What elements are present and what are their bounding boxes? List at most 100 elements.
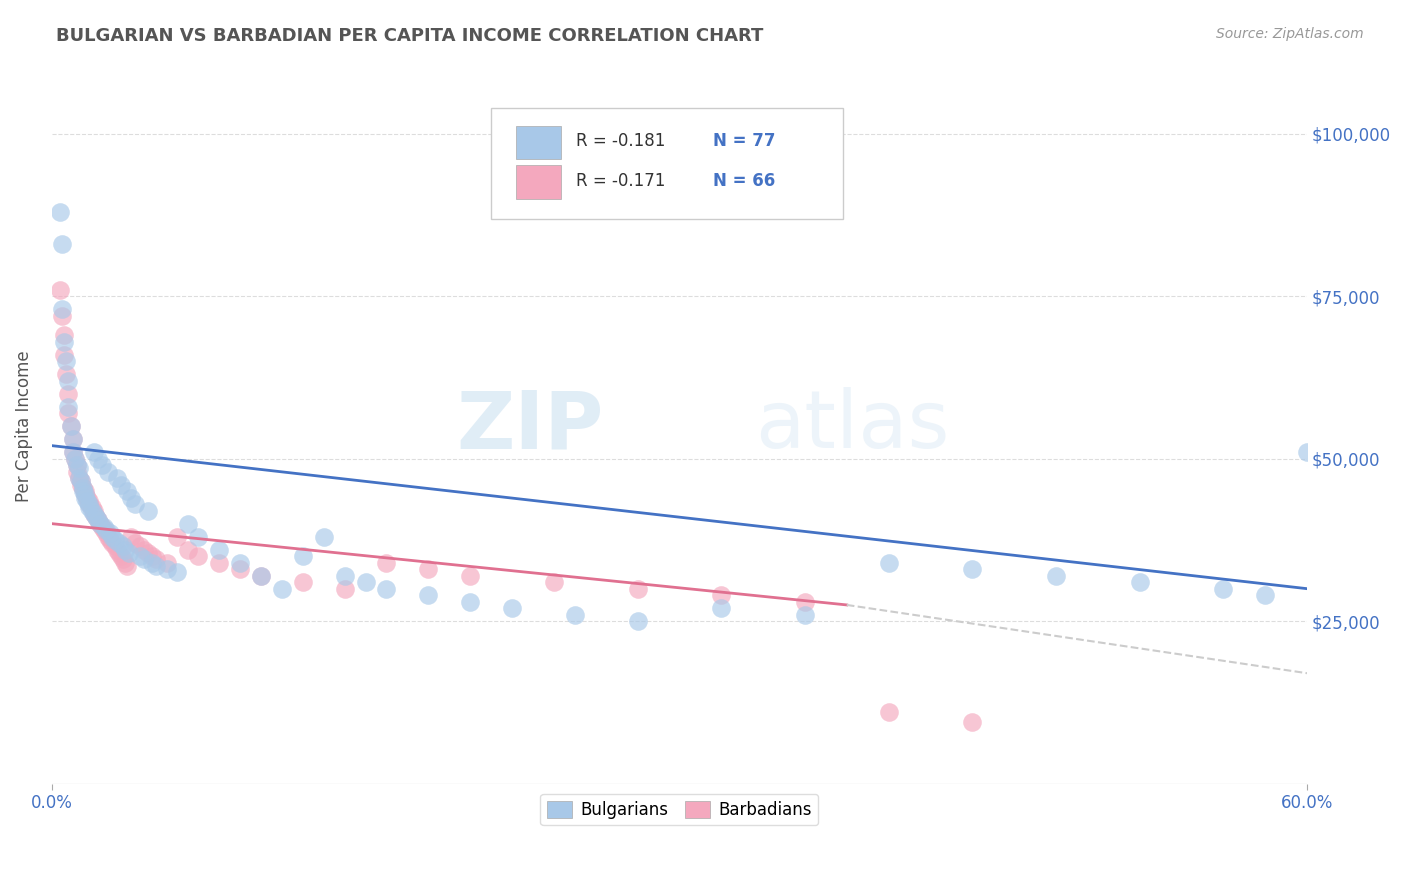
Point — [58, 374, 80, 388]
Point — [49, 283, 72, 297]
Point — [75, 491, 97, 505]
Point — [333, 582, 356, 596]
Point — [94, 523, 117, 537]
Point — [94, 526, 117, 541]
Point — [76, 491, 98, 505]
Point — [87, 513, 110, 527]
Point — [84, 510, 107, 524]
Point — [354, 575, 377, 590]
Point — [208, 556, 231, 570]
Point — [62, 432, 84, 446]
Point — [79, 494, 101, 508]
Point — [136, 503, 159, 517]
Point — [59, 419, 82, 434]
Point — [62, 445, 84, 459]
Point — [67, 471, 90, 485]
FancyBboxPatch shape — [516, 126, 561, 160]
Point — [53, 334, 76, 349]
Point — [962, 562, 984, 576]
Point — [83, 507, 105, 521]
Point — [111, 552, 134, 566]
Point — [107, 546, 129, 560]
Point — [79, 500, 101, 515]
Point — [98, 526, 121, 541]
Point — [877, 556, 900, 570]
Point — [128, 540, 150, 554]
Point — [83, 503, 105, 517]
Point — [83, 445, 105, 459]
Point — [53, 328, 76, 343]
Text: ZIP: ZIP — [457, 387, 605, 465]
Point — [63, 451, 86, 466]
Point — [877, 705, 900, 719]
Point — [250, 568, 273, 582]
Point — [97, 465, 120, 479]
Point — [111, 540, 134, 554]
Point — [166, 566, 188, 580]
Point — [1296, 445, 1319, 459]
Point — [114, 542, 136, 557]
Point — [145, 552, 167, 566]
Point — [115, 484, 138, 499]
Point — [626, 582, 648, 596]
Point — [156, 556, 179, 570]
Point — [62, 432, 84, 446]
FancyBboxPatch shape — [516, 165, 561, 199]
Point — [67, 471, 90, 485]
Point — [250, 568, 273, 582]
Point — [72, 484, 94, 499]
Point — [103, 533, 125, 547]
Point — [141, 549, 163, 564]
Point — [128, 549, 150, 564]
Point — [62, 445, 84, 459]
Point — [110, 477, 132, 491]
Point — [58, 386, 80, 401]
Point — [418, 588, 440, 602]
Point — [187, 549, 209, 564]
Point — [229, 556, 252, 570]
Point — [118, 546, 141, 560]
Point — [83, 507, 105, 521]
Point — [70, 475, 93, 489]
Text: N = 77: N = 77 — [713, 133, 776, 151]
Point — [59, 419, 82, 434]
Point — [177, 542, 200, 557]
Point — [115, 558, 138, 573]
Point — [1254, 588, 1277, 602]
Y-axis label: Per Capita Income: Per Capita Income — [15, 351, 32, 502]
Point — [710, 588, 733, 602]
Point — [145, 558, 167, 573]
Point — [87, 513, 110, 527]
Point — [543, 575, 565, 590]
Point — [76, 494, 98, 508]
Point — [75, 487, 97, 501]
Point — [58, 406, 80, 420]
Point — [55, 354, 77, 368]
Point — [80, 503, 103, 517]
Point — [66, 458, 89, 472]
Point — [124, 536, 146, 550]
Point — [80, 500, 103, 515]
Point — [53, 348, 76, 362]
Point — [70, 475, 93, 489]
Point — [84, 510, 107, 524]
Legend: Bulgarians, Barbadians: Bulgarians, Barbadians — [540, 794, 818, 825]
Point — [177, 516, 200, 531]
Point — [166, 530, 188, 544]
Point — [312, 530, 335, 544]
Point — [136, 546, 159, 560]
Point — [458, 595, 481, 609]
Point — [418, 562, 440, 576]
Point — [270, 582, 292, 596]
Point — [1045, 568, 1067, 582]
Point — [91, 458, 114, 472]
Point — [375, 556, 398, 570]
Point — [208, 542, 231, 557]
Point — [564, 607, 586, 622]
Point — [66, 465, 89, 479]
Point — [291, 575, 314, 590]
Text: N = 66: N = 66 — [713, 172, 776, 190]
Point — [101, 530, 124, 544]
Point — [120, 530, 142, 544]
Point — [626, 614, 648, 628]
